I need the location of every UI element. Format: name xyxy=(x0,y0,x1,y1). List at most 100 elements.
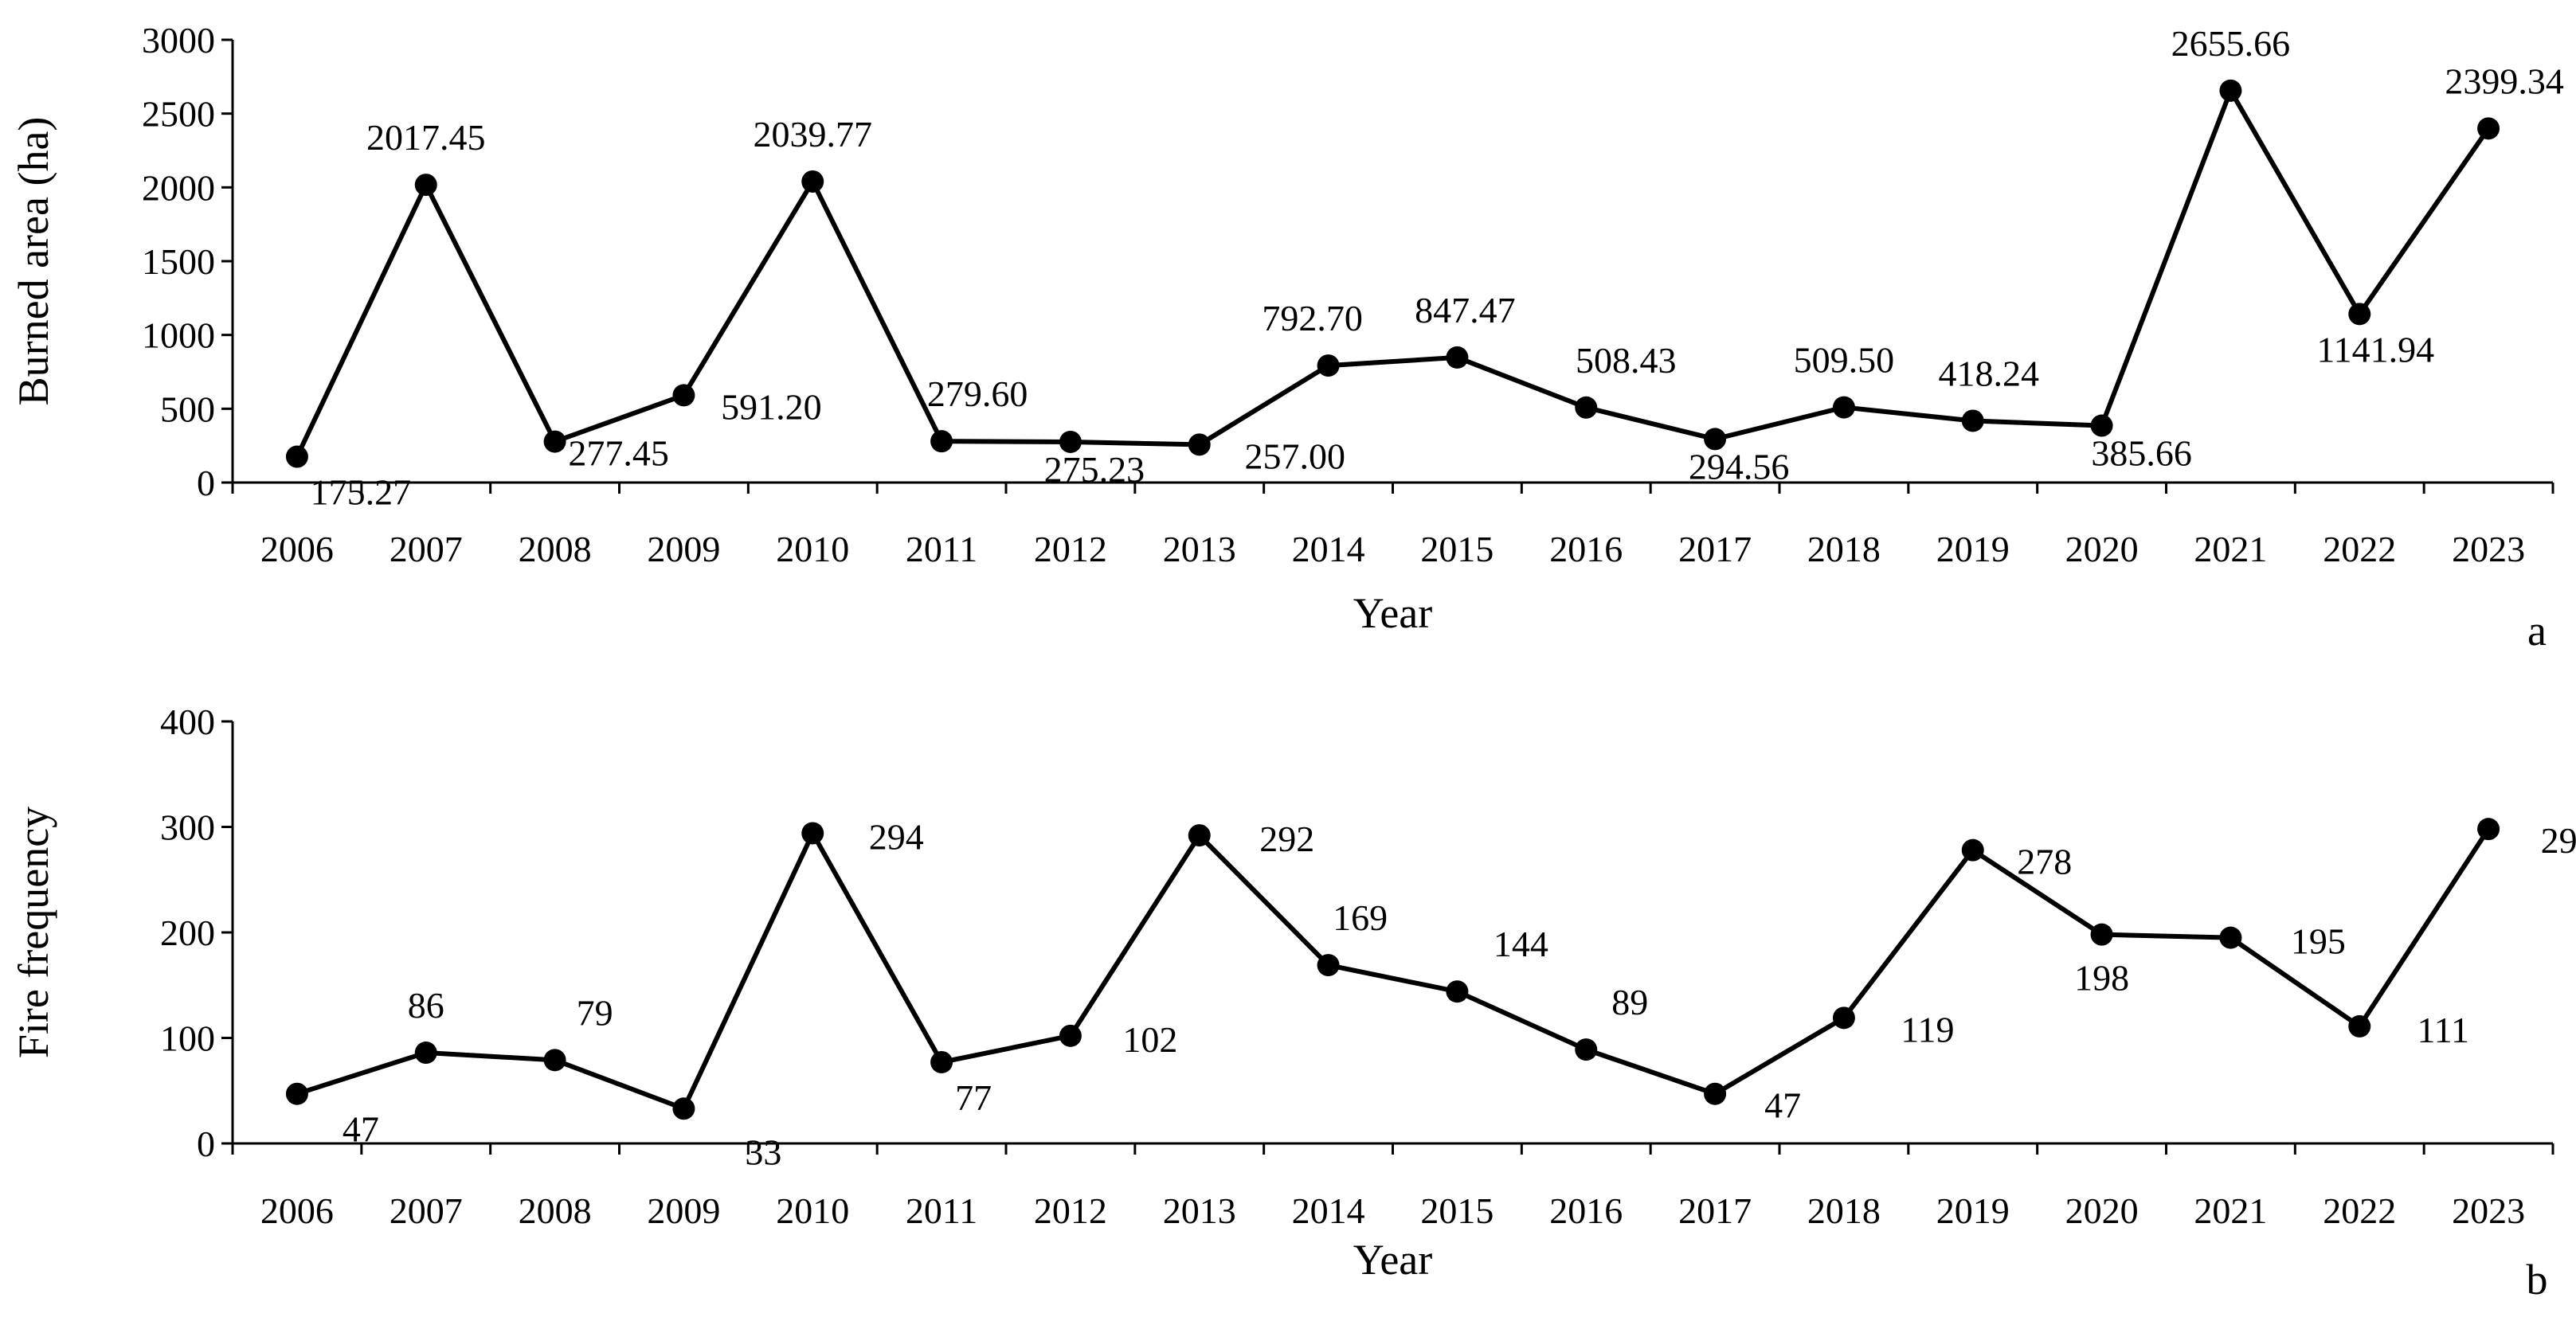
burned-area-data-point xyxy=(672,384,695,407)
burned-area-data-label: 847.47 xyxy=(1415,290,1516,330)
fire-frequency-y-tick-label: 200 xyxy=(160,913,215,953)
fire-frequency-data-label: 102 xyxy=(1122,1019,1177,1060)
burned-area-y-tick-label: 3000 xyxy=(142,20,215,61)
fire-frequency-data-label: 119 xyxy=(1901,1009,1954,1049)
fire-frequency-data-label: 47 xyxy=(1764,1085,1801,1126)
fire-frequency-x-tick-label: 2011 xyxy=(906,1190,977,1231)
fire-frequency-data-point xyxy=(930,1050,953,1073)
burned-area-data-label: 1141.94 xyxy=(2316,329,2434,369)
fire-frequency-data-label: 198 xyxy=(2074,958,2129,999)
burned-area-data-point xyxy=(1575,396,1598,419)
burned-area-y-tick-label: 0 xyxy=(197,463,215,503)
fire-frequency-x-tick-label: 2013 xyxy=(1163,1190,1236,1231)
burned-area-data-point xyxy=(1317,354,1340,377)
burned-area-data-label: 2039.77 xyxy=(754,114,873,154)
burned-area-x-tick-label: 2021 xyxy=(2194,529,2267,569)
burned-area-chart: 0 500 1000 1500 2000 2500 3000 2006 2007 2008 2009… xyxy=(10,20,2564,655)
fire-frequency-x-tick-label: 2006 xyxy=(260,1190,334,1231)
fire-frequency-data-point xyxy=(1575,1038,1598,1061)
fire-frequency-data-point xyxy=(1446,980,1469,1003)
burned-area-data-point xyxy=(1832,396,1855,419)
fire-frequency-data-point xyxy=(414,1042,437,1065)
fire-frequency-data-label: 47 xyxy=(343,1109,379,1150)
burned-area-data-point xyxy=(543,430,566,453)
burned-area-data-label: 2399.34 xyxy=(2445,61,2564,101)
fire-frequency-data-point xyxy=(1059,1024,1082,1047)
burned-area-data-label: 2655.66 xyxy=(2171,23,2291,64)
burned-area-data-label: 418.24 xyxy=(1939,353,2040,393)
burned-area-data-point xyxy=(1188,433,1211,456)
burned-area-x-tick-label: 2007 xyxy=(390,529,463,569)
fire-frequency-data-label: 294 xyxy=(869,816,924,857)
burned-area-data-point xyxy=(1446,346,1469,369)
fire-frequency-data-label: 79 xyxy=(577,992,613,1033)
fire-frequency-data-point xyxy=(1704,1082,1727,1105)
fire-frequency-data-point xyxy=(1188,824,1211,847)
burned-area-x-tick-label: 2009 xyxy=(647,529,720,569)
fire-frequency-data-label: 89 xyxy=(1611,982,1648,1022)
fire-frequency-data-label: 169 xyxy=(1333,897,1388,938)
burned-area-data-point xyxy=(2348,303,2371,326)
burned-area-x-tick-label: 2018 xyxy=(1807,529,1881,569)
burned-area-x-tick-label: 2012 xyxy=(1034,529,1107,569)
fire-frequency-x-tick-label: 2007 xyxy=(390,1190,463,1231)
burned-area-x-tick-label: 2023 xyxy=(2452,529,2525,569)
fire-frequency-x-axis-title: Year xyxy=(1353,1236,1433,1284)
burned-area-series-line xyxy=(295,84,2491,458)
burned-area-y-axis-title: Burned area (ha) xyxy=(10,117,57,406)
fire-frequency-chart: 0 100 200 300 400 2006 2007 2008 2009 2010 2011 201… xyxy=(10,702,2576,1303)
burned-area-x-tick-label: 2020 xyxy=(2065,529,2139,569)
fire-frequency-data-label: 144 xyxy=(1494,924,1548,964)
fire-frequency-data-label: 298 xyxy=(2541,820,2576,861)
burned-area-x-tick-label: 2014 xyxy=(1292,529,1365,569)
fire-frequency-data-point xyxy=(672,1097,695,1120)
burned-area-data-point xyxy=(930,430,953,453)
burned-area-x-tick-label: 2006 xyxy=(260,529,334,569)
fire-frequency-data-point xyxy=(543,1049,566,1072)
burned-area-data-label: 277.45 xyxy=(568,433,669,474)
fire-frequency-data-point xyxy=(2348,1014,2371,1038)
fire-frequency-x-tick-label: 2023 xyxy=(2452,1190,2525,1231)
fire-frequency-data-label: 77 xyxy=(955,1077,992,1118)
fire-frequency-x-tick-label: 2016 xyxy=(1549,1190,1623,1231)
burned-area-data-point xyxy=(285,445,308,468)
fire-frequency-data-point xyxy=(801,822,824,845)
fire-frequency-data-label: 292 xyxy=(1259,819,1314,859)
fire-frequency-data-label: 195 xyxy=(2291,921,2346,962)
fire-frequency-y-axis-title: Fire frequency xyxy=(10,807,57,1058)
fire-frequency-series-line xyxy=(296,827,2491,1112)
burned-area-y-tick-label: 2000 xyxy=(142,167,215,208)
fire-frequency-data-point xyxy=(1317,954,1340,977)
fire-frequency-x-tick-label: 2008 xyxy=(519,1190,592,1231)
burned-area-data-label: 2017.45 xyxy=(366,117,486,158)
burned-area-data-label: 275.23 xyxy=(1044,449,1145,490)
burned-area-x-tick-label: 2008 xyxy=(519,529,592,569)
burned-area-y-tick-label: 500 xyxy=(160,389,215,429)
fire-frequency-y-tick-label: 400 xyxy=(160,702,215,742)
burned-area-x-tick-label: 2016 xyxy=(1549,529,1623,569)
burned-area-x-axis-title: Year xyxy=(1353,589,1433,637)
fire-frequency-x-tick-label: 2010 xyxy=(776,1190,849,1231)
burned-area-x-tick-label: 2010 xyxy=(776,529,849,569)
burned-area-y-tick-label: 1500 xyxy=(142,241,215,282)
fire-frequency-x-tick-label: 2014 xyxy=(1292,1190,1365,1231)
fire-frequency-data-point xyxy=(1832,1006,1855,1030)
burned-area-x-tick-label: 2011 xyxy=(906,529,977,569)
burned-area-data-point xyxy=(414,174,437,197)
burned-area-x-tick-label: 2019 xyxy=(1936,529,2010,569)
fire-frequency-data-point xyxy=(285,1082,308,1105)
burned-area-data-point xyxy=(2090,414,2113,437)
burned-area-data-label: 792.70 xyxy=(1262,298,1363,338)
burned-area-data-point xyxy=(1961,409,1984,432)
fire-frequency-x-tick-label: 2022 xyxy=(2323,1190,2396,1231)
fire-frequency-x-tick-label: 2019 xyxy=(1936,1190,2010,1231)
fire-frequency-x-tick-label: 2020 xyxy=(2065,1190,2139,1231)
fire-frequency-data-label: 278 xyxy=(2017,842,2072,882)
burned-area-data-label: 294.56 xyxy=(1689,446,1790,487)
burned-area-data-label: 175.27 xyxy=(311,472,412,513)
burned-area-data-label: 385.66 xyxy=(2091,433,2192,474)
burned-area-data-point xyxy=(1059,430,1082,453)
fire-frequency-data-point xyxy=(1961,838,1984,862)
fire-frequency-data-point xyxy=(2477,818,2500,841)
burned-area-data-label: 591.20 xyxy=(721,386,822,427)
